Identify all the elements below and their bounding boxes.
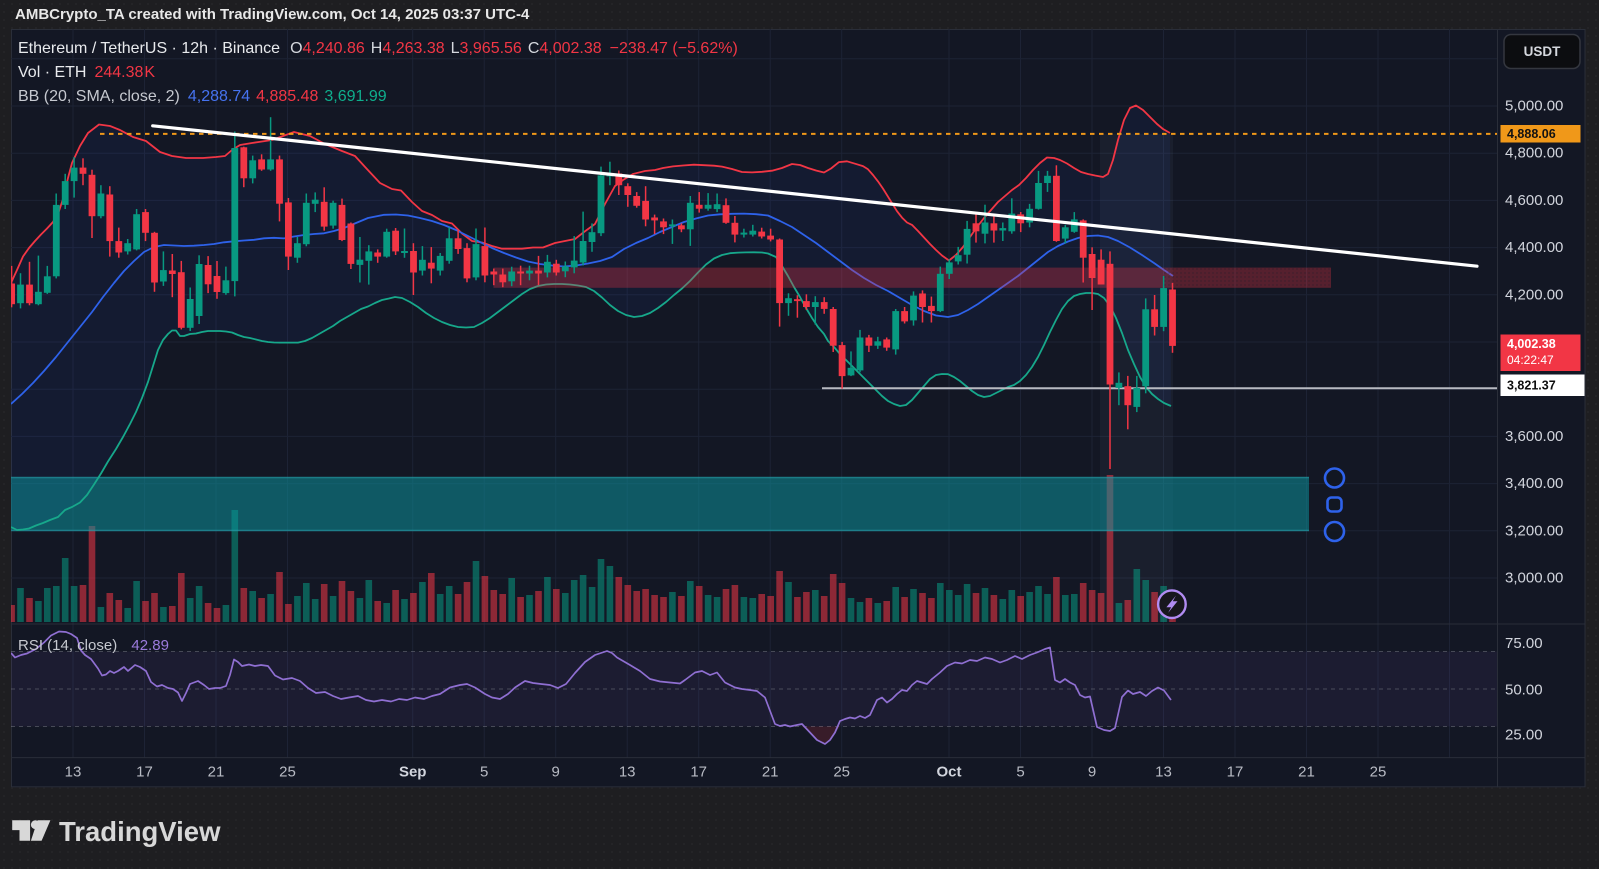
svg-text:13: 13 (619, 764, 636, 781)
svg-text:USDT: USDT (1524, 44, 1562, 59)
svg-text:3,600.00: 3,600.00 (1505, 428, 1563, 445)
svg-text:Sep: Sep (399, 764, 427, 781)
svg-text:25: 25 (279, 764, 296, 781)
svg-text:5,000.00: 5,000.00 (1505, 98, 1563, 115)
svg-text:4,600.00: 4,600.00 (1505, 192, 1563, 209)
svg-text:17: 17 (136, 764, 153, 781)
svg-text:TradingView: TradingView (59, 816, 221, 847)
svg-text:3,000.00: 3,000.00 (1505, 570, 1563, 587)
svg-text:Oct: Oct (936, 764, 961, 781)
svg-text:25: 25 (833, 764, 850, 781)
svg-text:AMBCrypto_TA created with Trad: AMBCrypto_TA created with TradingView.co… (15, 6, 530, 23)
svg-text:4,002.38: 4,002.38 (1507, 337, 1556, 351)
svg-text:25: 25 (1370, 764, 1387, 781)
svg-text:17: 17 (1227, 764, 1244, 781)
svg-text:21: 21 (208, 764, 225, 781)
svg-text:RSI (14, close) 42.89: RSI (14, close) 42.89 (18, 637, 169, 654)
svg-text:4,400.00: 4,400.00 (1505, 239, 1563, 256)
svg-text:3,200.00: 3,200.00 (1505, 522, 1563, 539)
svg-text:9: 9 (1088, 764, 1096, 781)
svg-text:4,888.06: 4,888.06 (1507, 127, 1556, 141)
svg-text:04:22:47: 04:22:47 (1507, 353, 1554, 367)
svg-text:50.00: 50.00 (1505, 681, 1543, 698)
svg-text:3,400.00: 3,400.00 (1505, 475, 1563, 492)
svg-text:75.00: 75.00 (1505, 635, 1543, 652)
svg-text:5: 5 (1016, 764, 1024, 781)
svg-text:Ethereum / TetherUS · 12h · Bi: Ethereum / TetherUS · 12h · Binance O4,24… (18, 40, 738, 57)
svg-text:13: 13 (65, 764, 82, 781)
svg-text:21: 21 (1298, 764, 1315, 781)
svg-text:25.00: 25.00 (1505, 727, 1543, 744)
svg-text:21: 21 (762, 764, 779, 781)
svg-text:4,800.00: 4,800.00 (1505, 145, 1563, 162)
svg-text:13: 13 (1155, 764, 1172, 781)
svg-text:BB (20, SMA, close, 2)4,288.74: BB (20, SMA, close, 2) 4,288.74 4,885.48 3,… (18, 88, 387, 105)
svg-text:5: 5 (480, 764, 488, 781)
svg-text:4,200.00: 4,200.00 (1505, 286, 1563, 303)
svg-text:17: 17 (690, 764, 707, 781)
svg-text:3,821.37: 3,821.37 (1507, 379, 1556, 393)
svg-text:9: 9 (552, 764, 560, 781)
